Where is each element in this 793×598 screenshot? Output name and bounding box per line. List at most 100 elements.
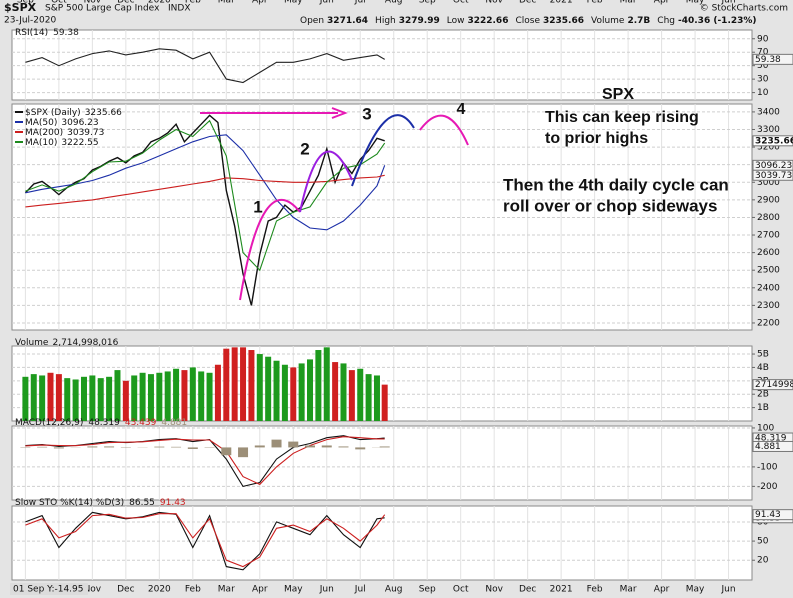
bar [348,370,355,421]
x-tick-label: Oct [453,0,469,6]
value-box [752,169,793,181]
x-tick-label: Apr [654,585,670,595]
exchange: INDX [168,4,190,14]
field-label: Close [515,16,540,26]
bar [122,380,129,421]
x-tick-label: Jul [354,585,366,595]
bar [187,447,198,449]
panel-title: Volume 2,714,998,016 [15,338,119,348]
bar [373,375,380,421]
bar [114,370,121,421]
cursor-label: 01 Sep Y:-14.95 [13,585,83,595]
legend-name: $SPX (Daily) [25,108,81,118]
title-value: 48.319 [88,418,120,428]
panel [11,505,753,581]
x-tick-label: Feb [185,585,201,595]
bar [265,356,272,421]
value-box-label: 3039.73 [755,171,792,181]
bar [365,374,372,421]
bar [231,347,238,421]
value-box-label: 48.319 [755,434,787,444]
bar [156,372,163,421]
bar [338,446,349,448]
panel [11,425,753,501]
y-tick-label: 2600 [757,248,780,258]
value-box-label: 91.43 [755,510,781,520]
panel [11,29,753,101]
bar [315,350,322,421]
bar [271,439,282,448]
bar [53,447,64,449]
bar [281,364,288,421]
title-value: 86.55 [129,498,155,508]
bar [298,363,305,421]
x-tick-label: Apr [252,585,268,595]
title-text: Volume [15,338,49,348]
bar [173,368,180,421]
y-tick-label: 3300 [757,125,780,135]
annotation: 2 [300,139,309,158]
x-tick-label: Aug [385,585,403,595]
y-tick-label: 2B [757,390,769,400]
legend-value: 3039.73 [67,128,104,138]
x-tick-label: Nov [84,585,102,595]
bar [189,367,196,421]
title-text: MACD(12,26,9) [15,418,83,428]
y-tick-label: 2900 [757,195,780,205]
x-tick-label: Nov [84,0,102,6]
bar [198,371,205,421]
bar [55,374,62,421]
bar [171,446,182,448]
title-value: 59.38 [53,28,79,38]
x-tick-label: Aug [385,0,403,6]
y-tick-label: 50 [757,61,769,71]
x-tick-label: Jun [319,0,334,6]
panel-title: RSI(14) 59.38 [15,28,79,38]
value-box-label: 3235.66 [755,136,793,146]
annotation: SPX [602,86,634,103]
bar [97,378,104,421]
series-line [25,48,385,84]
bar [332,362,339,421]
bar [87,446,98,448]
x-tick-label: May [284,0,303,6]
legend-entry: MA(10) 3222.55 [25,138,99,148]
y-tick-label: 2800 [757,213,780,223]
field-value: 2.7B [627,16,650,26]
x-tick-label: Oct [51,0,67,6]
y-tick-label: 20 [757,556,769,566]
x-tick-label: Nov [485,0,503,6]
value-box [752,53,793,65]
value-box [752,509,793,521]
y-tick-label: 2300 [757,301,780,311]
plot [25,511,386,571]
bar [288,441,299,448]
x-tick-label: Dec [519,0,536,6]
x-tick-label: Feb [587,585,603,595]
panel-title: MACD(12,26,9) 48.319 43.439 4.881 [15,418,187,428]
x-tick-label: Feb [185,0,201,6]
y-tick-label: 5B [757,350,769,360]
date: 23-Jul-2020 [4,16,56,26]
x-tick-label: Apr [252,0,268,6]
plot [22,347,388,421]
field-label: Chg [657,16,675,26]
bar [357,368,364,421]
field-label: Open [300,16,324,26]
x-tick-label: 2020 [148,585,171,595]
field-value: 3222.66 [467,16,508,26]
bar [64,378,71,421]
bar [154,446,165,448]
bar [307,359,314,421]
title-value: 43.439 [125,418,157,428]
y-tick-label: 1B [757,403,769,413]
bar [238,447,249,458]
annotation-stroke [331,107,348,119]
bar [240,347,247,421]
symbol: $SPX [4,1,37,14]
y-tick-label: 2200 [757,318,780,328]
bar [323,347,330,421]
field-label: Volume [591,16,625,26]
